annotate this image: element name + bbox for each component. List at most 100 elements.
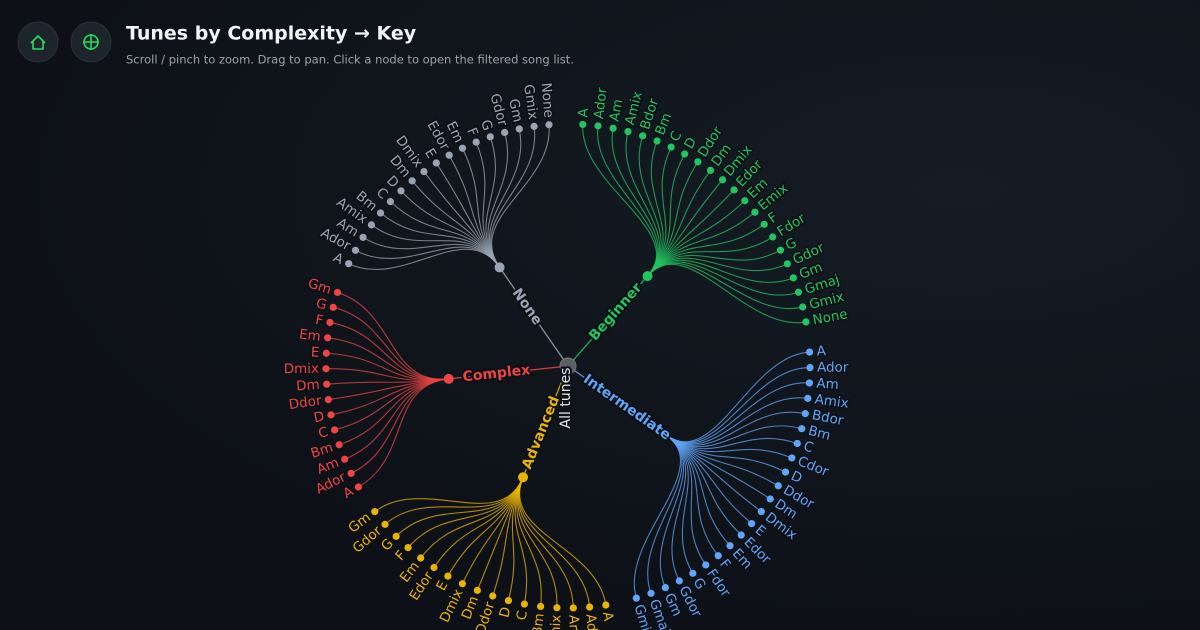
leaf-node[interactable] (718, 176, 727, 184)
leaf-label[interactable]: A (815, 342, 829, 362)
leaf-node[interactable] (789, 274, 797, 282)
leaf-node[interactable] (751, 208, 759, 216)
leaf-node[interactable] (420, 167, 428, 176)
branch-node[interactable] (661, 430, 672, 441)
leaf-node[interactable] (354, 483, 363, 491)
leaf-node[interactable] (594, 122, 602, 130)
leaf-node[interactable] (609, 124, 617, 132)
leaf-node[interactable] (545, 121, 553, 129)
leaf-node[interactable] (327, 411, 335, 419)
leaf-node[interactable] (783, 260, 791, 268)
leaf-label[interactable]: F (462, 124, 483, 140)
leaf-node[interactable] (667, 143, 675, 151)
leaf-node[interactable] (386, 197, 395, 206)
leaf-label[interactable]: Amix (546, 613, 567, 630)
leaf-label[interactable]: A (598, 609, 618, 624)
leaf-node[interactable] (569, 604, 577, 612)
leaf-node[interactable] (714, 552, 722, 560)
branch-label[interactable]: Intermediate (578, 369, 675, 445)
leaf-node[interactable] (472, 138, 480, 146)
leaf-node[interactable] (804, 394, 812, 402)
leaf-node[interactable] (347, 469, 355, 477)
leaf-label[interactable]: D (495, 604, 516, 621)
leaf-node[interactable] (322, 349, 330, 357)
leaf-node[interactable] (351, 246, 360, 254)
leaf-node[interactable] (788, 454, 796, 462)
branch-node[interactable] (494, 262, 505, 273)
leaf-node[interactable] (793, 439, 801, 448)
leaf-label[interactable]: None (536, 81, 558, 120)
leaf-node[interactable] (579, 120, 587, 129)
leaf-label[interactable]: Am (814, 374, 840, 395)
leaf-node[interactable] (553, 604, 561, 612)
leaf-node[interactable] (798, 425, 806, 433)
leaf-node[interactable] (799, 303, 807, 311)
leaf-node[interactable] (624, 127, 632, 136)
leaf-node[interactable] (324, 334, 332, 342)
leaf-label[interactable]: G (476, 116, 498, 134)
leaf-node[interactable] (359, 233, 367, 241)
leaf-node[interactable] (323, 380, 331, 388)
leaf-label[interactable]: Ador (815, 358, 850, 377)
leaf-node[interactable] (486, 133, 494, 141)
leaf-label[interactable]: D (311, 407, 327, 428)
leaf-label[interactable]: Amix (812, 390, 851, 413)
leaf-node[interactable] (504, 596, 513, 605)
leaf-node[interactable] (333, 288, 342, 297)
leaf-node[interactable] (661, 583, 669, 592)
leaf-node[interactable] (706, 166, 715, 174)
leaf-label[interactable]: Am (605, 96, 628, 124)
leaf-node[interactable] (632, 594, 640, 602)
leaf-node[interactable] (445, 151, 453, 159)
leaf-node[interactable] (760, 220, 768, 228)
leaf-node[interactable] (404, 543, 412, 552)
leaf-node[interactable] (647, 589, 655, 597)
branch-node[interactable] (443, 373, 454, 384)
home-button[interactable] (17, 21, 59, 63)
leaf-node[interactable] (730, 186, 738, 194)
branch-label[interactable]: Complex (460, 360, 533, 387)
leaf-node[interactable] (444, 572, 452, 580)
leaf-node[interactable] (432, 159, 440, 167)
leaf-node[interactable] (586, 603, 594, 611)
leaf-label[interactable]: Am (564, 613, 583, 630)
leaf-node[interactable] (689, 569, 697, 577)
root-node[interactable] (559, 357, 577, 375)
root-label[interactable]: All tunes (556, 366, 576, 431)
recenter-button[interactable] (70, 21, 112, 63)
leaf-node[interactable] (681, 150, 689, 158)
leaf-node[interactable] (537, 602, 545, 611)
leaf-label[interactable]: A (574, 105, 594, 119)
leaf-node[interactable] (408, 177, 416, 185)
leaf-node[interactable] (702, 561, 710, 569)
leaf-node[interactable] (766, 495, 774, 503)
leaf-label[interactable]: C (512, 608, 532, 623)
leaf-label[interactable]: Bm (528, 611, 549, 630)
leaf-node[interactable] (430, 563, 438, 572)
branch-node[interactable] (518, 472, 529, 483)
leaf-label[interactable]: Em (297, 325, 323, 346)
leaf-node[interactable] (417, 554, 425, 562)
leaf-node[interactable] (376, 209, 385, 217)
branch-label[interactable]: None (507, 284, 547, 331)
leaf-node[interactable] (769, 233, 777, 241)
leaf-node[interactable] (345, 260, 353, 268)
leaf-label[interactable]: E (309, 343, 321, 362)
branch-label[interactable]: Advanced (517, 392, 565, 474)
leaf-node[interactable] (458, 144, 467, 152)
leaf-node[interactable] (381, 520, 389, 528)
leaf-node[interactable] (341, 455, 349, 463)
leaf-node[interactable] (331, 426, 339, 434)
branch-node[interactable] (642, 271, 653, 282)
leaf-node[interactable] (653, 137, 661, 145)
leaf-node[interactable] (802, 318, 810, 326)
leaf-node[interactable] (757, 507, 765, 516)
leaf-node[interactable] (326, 318, 334, 327)
leaf-node[interactable] (329, 303, 337, 311)
leaf-node[interactable] (392, 532, 400, 540)
leaf-node[interactable] (639, 132, 647, 140)
leaf-node[interactable] (774, 482, 782, 490)
leaf-label[interactable]: E (432, 577, 453, 595)
leaf-node[interactable] (776, 246, 785, 254)
leaf-label[interactable]: Dmix (282, 359, 320, 378)
